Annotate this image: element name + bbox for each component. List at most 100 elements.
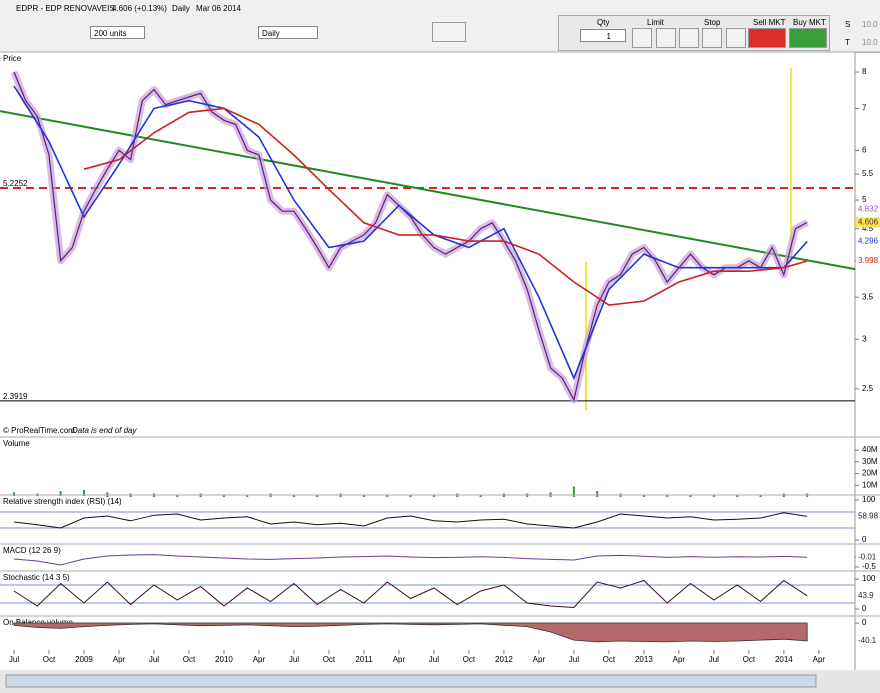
y-tick-label: 100 bbox=[862, 574, 876, 583]
volume-bar bbox=[316, 494, 319, 497]
x-tick-label: Oct bbox=[463, 655, 476, 664]
indicator-line bbox=[13, 512, 808, 529]
panel-title-bg bbox=[0, 438, 100, 448]
volume-bar bbox=[479, 494, 482, 497]
period-select[interactable]: Daily bbox=[258, 26, 318, 39]
y-tick-label: 4.5 bbox=[862, 224, 874, 233]
volume-bar bbox=[82, 489, 85, 497]
moving-average bbox=[13, 85, 808, 381]
x-tick-label: Oct bbox=[323, 655, 336, 664]
x-tick-label: Apr bbox=[813, 655, 826, 664]
y-tick-label: 0 bbox=[862, 618, 867, 627]
quote: 4.606 (+0.13%) bbox=[112, 4, 167, 13]
value-tag-label: 3.998 bbox=[858, 256, 879, 265]
x-tick-label: 2012 bbox=[495, 655, 513, 664]
volume-bar bbox=[689, 494, 692, 497]
t-label: T bbox=[845, 38, 850, 47]
y-tick-label: 5.5 bbox=[862, 169, 874, 178]
limit-sell[interactable] bbox=[656, 28, 676, 48]
qty-input[interactable]: 1 bbox=[580, 29, 626, 42]
scroll-thumb[interactable] bbox=[5, 674, 817, 688]
volume-bar bbox=[572, 486, 575, 497]
indicator-line bbox=[13, 579, 808, 609]
t-value: 10.0 bbox=[862, 38, 878, 47]
panel-title-bg bbox=[0, 545, 100, 555]
stop-label: Stop bbox=[704, 18, 721, 27]
value-tag bbox=[856, 511, 880, 522]
stop-buy[interactable] bbox=[679, 28, 699, 48]
price-line bbox=[13, 71, 808, 402]
x-tick-label: Jul bbox=[569, 655, 579, 664]
y-tick-label: 20M bbox=[862, 469, 878, 478]
value-tag-label: 4.832 bbox=[858, 204, 879, 213]
qty-label: Qty bbox=[597, 18, 610, 27]
buy-label: Buy MKT bbox=[793, 18, 826, 27]
y-tick-label: 5 bbox=[862, 195, 867, 204]
trendline bbox=[0, 110, 856, 271]
y-tick-label: 3.5 bbox=[862, 292, 874, 301]
volume-bar bbox=[712, 494, 715, 497]
y-tick-label: 2.5 bbox=[862, 384, 874, 393]
x-tick-label: Apr bbox=[533, 655, 546, 664]
volume-bar bbox=[759, 494, 762, 497]
units-select[interactable]: 200 units bbox=[90, 26, 145, 39]
buy-button[interactable] bbox=[789, 28, 827, 48]
x-tick-label: Oct bbox=[603, 655, 616, 664]
x-tick-label: Apr bbox=[393, 655, 406, 664]
panel-title: Stochastic (14 3 5) bbox=[3, 573, 70, 582]
level-label: 2.3919 bbox=[3, 392, 28, 401]
y-tick-label: 3 bbox=[862, 334, 867, 343]
sell-label: Sell MKT bbox=[753, 18, 786, 27]
level-label: 5.2252 bbox=[3, 179, 28, 188]
volume-bar bbox=[362, 494, 365, 497]
period: Daily bbox=[172, 4, 190, 13]
sell-button[interactable] bbox=[748, 28, 786, 48]
panel-title-bg bbox=[0, 53, 100, 63]
x-tick-label: Jul bbox=[429, 655, 439, 664]
value-tag-label: -0.01 bbox=[858, 552, 877, 561]
x-tick-label: Oct bbox=[43, 655, 56, 664]
x-tick-label: Jul bbox=[709, 655, 719, 664]
y-tick-label: 100 bbox=[862, 495, 876, 504]
value-tag-label: 4.606 bbox=[858, 218, 879, 227]
stop-sell[interactable] bbox=[702, 28, 722, 48]
note: Data is end of day bbox=[72, 426, 137, 435]
copyright: © ProRealTime.com bbox=[3, 426, 75, 435]
x-tick-label: Apr bbox=[253, 655, 266, 664]
limit-buy[interactable] bbox=[632, 28, 652, 48]
indicator-line bbox=[13, 554, 808, 566]
s-label: S bbox=[845, 20, 851, 29]
panel-title: Volume bbox=[3, 439, 30, 448]
indicator-button[interactable] bbox=[432, 22, 466, 42]
x-tick-label: 2009 bbox=[75, 655, 93, 664]
volume-bar bbox=[666, 494, 669, 497]
symbol: EDPR - EDP RENOVAVEIS bbox=[16, 4, 115, 13]
y-tick-label: -0.5 bbox=[862, 562, 876, 571]
plot-bg bbox=[0, 52, 855, 670]
volume-bar bbox=[222, 494, 225, 497]
y-tick-label: 7 bbox=[862, 104, 867, 113]
x-tick-label: 2010 bbox=[215, 655, 233, 664]
value-tag bbox=[856, 636, 880, 647]
panel-title-bg bbox=[0, 572, 100, 582]
volume-bar bbox=[409, 494, 412, 497]
x-tick-label: 2013 bbox=[635, 655, 653, 664]
volume-bar bbox=[642, 494, 645, 497]
panel-title: Price bbox=[3, 54, 22, 63]
x-tick-label: 2011 bbox=[355, 655, 373, 664]
value-tag bbox=[856, 204, 880, 215]
x-tick-label: Apr bbox=[673, 655, 686, 664]
y-tick-label: 0 bbox=[862, 535, 867, 544]
volume-bar bbox=[176, 494, 179, 497]
x-tick-label: Oct bbox=[743, 655, 756, 664]
obv-area bbox=[13, 622, 808, 643]
panel-title: Relative strength index (RSI) (14) bbox=[3, 497, 122, 506]
value-tag bbox=[856, 236, 880, 247]
value-tag-label: 4.296 bbox=[858, 236, 879, 245]
limit-label: Limit bbox=[647, 18, 664, 27]
stop-extra[interactable] bbox=[726, 28, 746, 48]
value-tag-label: 58.98 bbox=[858, 512, 879, 521]
volume-bar bbox=[432, 494, 435, 497]
x-tick-label: 2014 bbox=[775, 655, 793, 664]
